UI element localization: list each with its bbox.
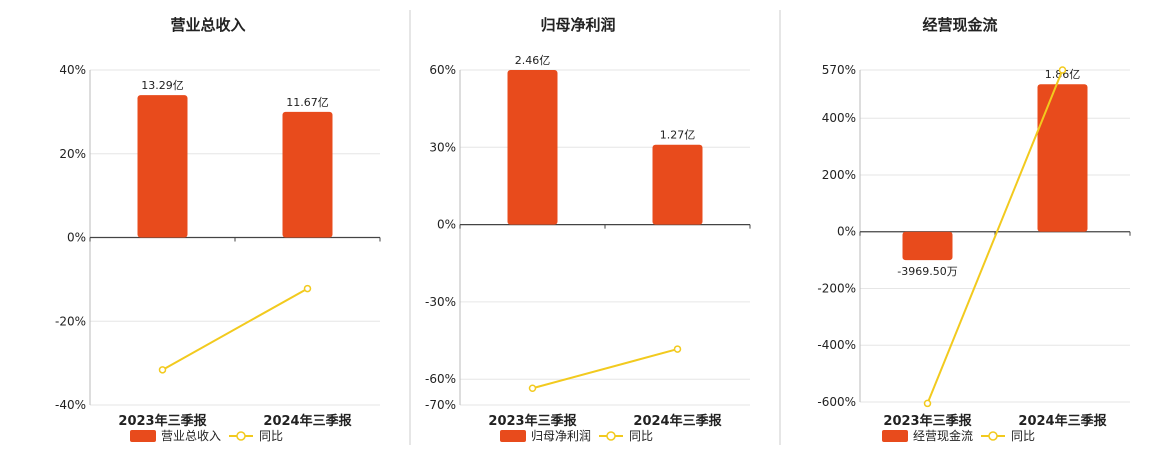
bar-data-label: 2.46亿 — [515, 54, 551, 67]
y-tick-label: 570% — [822, 63, 856, 77]
legend-bar-swatch — [882, 430, 908, 442]
chart-panel: 归母净利润 60% 30% 0% -30% -60% -70% 2023年三季报 2024年三季… — [425, 16, 751, 443]
legend-line-marker — [988, 431, 998, 441]
y-tick-label: 20% — [59, 147, 86, 161]
bar — [282, 111, 333, 238]
y-tick-label: 400% — [822, 111, 856, 125]
bar-data-label: 1.86亿 — [1045, 68, 1081, 81]
line-series — [532, 348, 678, 390]
line-point — [1058, 66, 1067, 74]
legend-bar-label: 归母净利润 — [531, 429, 591, 443]
legend-line-marker — [606, 431, 616, 441]
y-tick-label: -20% — [55, 314, 86, 328]
chart-title: 归母净利润 — [540, 16, 615, 34]
chart-title: 经营现金流 — [922, 16, 997, 34]
chart-panel: 营业总收入 40% 20% 0% -20% -40% 2023年三季报 2024年三季报 13.… — [55, 16, 381, 443]
x-category-label: 2023年三季报 — [883, 413, 972, 429]
line-point — [673, 345, 682, 353]
y-tick-label: -30% — [425, 295, 456, 309]
line-point — [158, 366, 167, 374]
y-tick-label: 60% — [429, 63, 456, 77]
y-tick-label: 30% — [429, 140, 456, 154]
legend-bar-label: 营业总收入 — [161, 429, 221, 443]
bar — [137, 95, 188, 238]
y-tick-label: 0% — [437, 218, 456, 232]
legend-line-label: 同比 — [259, 429, 283, 443]
y-tick-label: -40% — [55, 398, 86, 412]
legend-bar-swatch — [130, 430, 156, 442]
y-tick-label: 200% — [822, 168, 856, 182]
bar — [507, 70, 558, 225]
legend-line-label: 同比 — [1011, 429, 1035, 443]
legend-bar-label: 经营现金流 — [913, 428, 973, 443]
x-category-label: 2023年三季报 — [488, 413, 577, 429]
line-series — [926, 69, 1064, 404]
chart-title: 营业总收入 — [170, 16, 245, 34]
y-tick-label: 40% — [59, 63, 86, 77]
line-series — [162, 287, 308, 371]
legend-line-label: 同比 — [629, 429, 653, 443]
line-point — [303, 284, 312, 293]
legend-line-marker — [236, 431, 246, 441]
bar-data-label: 11.67亿 — [286, 96, 329, 109]
bar — [1037, 84, 1088, 232]
x-category-label: 2024年三季报 — [263, 413, 352, 429]
y-tick-label: -70% — [425, 398, 456, 412]
y-tick-label: 0% — [837, 225, 856, 239]
bar — [652, 144, 703, 225]
x-category-label: 2024年三季报 — [633, 413, 722, 429]
x-category-label: 2024年三季报 — [1018, 413, 1107, 429]
y-tick-label: -600% — [817, 395, 856, 409]
legend-bar-swatch — [500, 430, 526, 442]
bar-data-label: -3969.50万 — [897, 265, 957, 278]
y-tick-label: -60% — [425, 372, 456, 386]
bar — [902, 231, 953, 261]
chart-panel: 经营现金流 570% 400% 200% 0% -200% -400% -600% 2023年三… — [817, 16, 1131, 443]
y-tick-label: 0% — [67, 231, 86, 245]
bar-data-label: 13.29亿 — [141, 79, 184, 92]
line-point — [923, 399, 932, 408]
bar-data-label: 1.27亿 — [660, 129, 696, 142]
y-tick-label: -200% — [817, 281, 856, 295]
line-point — [528, 384, 537, 392]
y-tick-label: -400% — [817, 338, 856, 352]
x-category-label: 2023年三季报 — [118, 413, 207, 429]
